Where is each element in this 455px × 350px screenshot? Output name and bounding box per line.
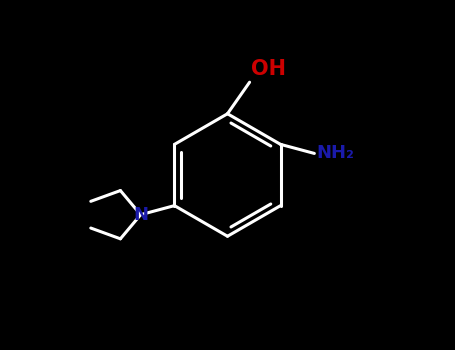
Text: NH₂: NH₂ [316, 145, 354, 162]
Text: N: N [133, 206, 148, 224]
Text: OH: OH [251, 60, 286, 79]
